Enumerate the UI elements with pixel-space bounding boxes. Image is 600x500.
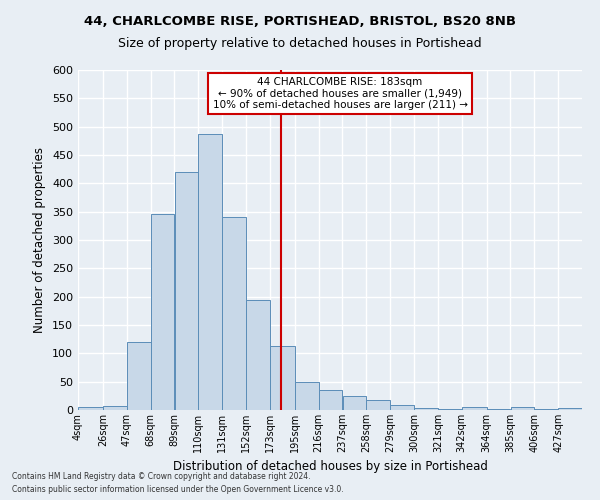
Text: Contains HM Land Registry data © Crown copyright and database right 2024.: Contains HM Land Registry data © Crown c… <box>12 472 311 481</box>
Bar <box>343 396 366 410</box>
Bar <box>558 408 582 410</box>
Bar <box>151 214 175 410</box>
Text: Size of property relative to detached houses in Portishead: Size of property relative to detached ho… <box>118 38 482 51</box>
Bar <box>199 134 222 410</box>
Bar <box>462 407 487 410</box>
Bar <box>103 406 127 410</box>
Bar <box>438 409 461 410</box>
Bar <box>270 346 295 410</box>
Bar <box>319 390 343 410</box>
Bar <box>295 382 319 410</box>
Bar <box>222 218 246 410</box>
Bar <box>414 408 438 410</box>
X-axis label: Distribution of detached houses by size in Portishead: Distribution of detached houses by size … <box>173 460 487 473</box>
Bar <box>367 400 390 410</box>
Bar <box>390 406 414 410</box>
Bar <box>175 172 198 410</box>
Text: Contains public sector information licensed under the Open Government Licence v3: Contains public sector information licen… <box>12 485 344 494</box>
Bar <box>511 407 534 410</box>
Text: 44, CHARLCOMBE RISE, PORTISHEAD, BRISTOL, BS20 8NB: 44, CHARLCOMBE RISE, PORTISHEAD, BRISTOL… <box>84 15 516 28</box>
Y-axis label: Number of detached properties: Number of detached properties <box>34 147 46 333</box>
Bar <box>78 407 103 410</box>
Bar <box>127 342 151 410</box>
Bar <box>246 300 270 410</box>
Text: 44 CHARLCOMBE RISE: 183sqm
← 90% of detached houses are smaller (1,949)
10% of s: 44 CHARLCOMBE RISE: 183sqm ← 90% of deta… <box>212 77 467 110</box>
